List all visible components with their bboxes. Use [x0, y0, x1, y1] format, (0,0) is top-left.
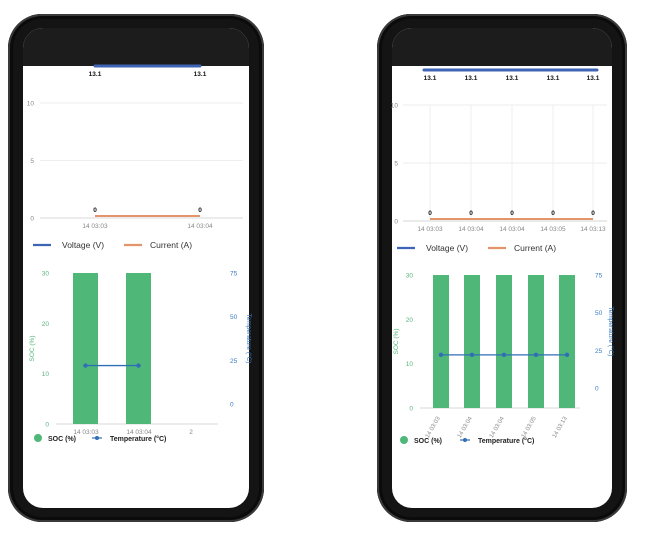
legend-label: Temperature (°C) [478, 437, 534, 445]
voltage-current-chart-right: 10 5 0 13.1 13.1 13.1 13.1 13.1 0 0 0 0 0 14 03:03 14 … [391, 68, 607, 253]
legend-line-dot-icon [95, 436, 99, 440]
voltage-data-label: 13.1 [89, 71, 102, 78]
temperature-point [564, 352, 570, 358]
soc-bar [559, 275, 575, 408]
y-tick-label: 10 [27, 101, 35, 108]
soc-bar [464, 275, 480, 408]
x-tick-label: 14 03:03 [82, 223, 108, 230]
x-tick-label: 14 03:04 [458, 226, 484, 233]
voltage-data-label: 13.1 [465, 75, 478, 82]
legend-circle-icon [34, 434, 42, 442]
y-tick-label: 10 [391, 103, 399, 110]
temperature-point [438, 352, 444, 358]
temperature-tick-label: 50 [230, 314, 238, 321]
current-data-label: 0 [469, 210, 473, 217]
phone-right [377, 14, 627, 522]
legend-label: Temperature (°C) [110, 435, 166, 443]
temperature-point [469, 352, 475, 358]
soc-bar [433, 275, 449, 408]
temperature-tick-label: 0 [230, 402, 234, 409]
soc-tick-label: 30 [406, 273, 414, 280]
legend-line-dot-icon [463, 438, 467, 442]
legend-label: Voltage (V) [426, 243, 468, 253]
legend-label: Voltage (V) [62, 240, 104, 250]
legend-label: SOC (%) [48, 436, 76, 443]
x-tick-label: 14 03:05 [540, 226, 566, 233]
y-tick-label: 0 [30, 216, 34, 223]
voltage-data-label: 13.1 [547, 75, 560, 82]
y-tick-label: 5 [30, 158, 34, 165]
soc-bar [528, 275, 544, 408]
x-tick-label: 14 03:04 [457, 415, 474, 439]
soc-axis-label: SOC (%) [29, 336, 36, 362]
x-tick-label: 14 03:03 [73, 429, 99, 436]
soc-tick-label: 10 [406, 361, 414, 368]
soc-tick-label: 30 [42, 271, 50, 278]
temperature-tick-label: 25 [595, 348, 603, 355]
x-tick-label: 14 03:03 [417, 226, 443, 233]
soc-bar [73, 273, 98, 424]
temperature-point [533, 352, 539, 358]
x-tick-label: 14 03:04 [489, 415, 506, 439]
voltage-data-label: 13.1 [424, 75, 437, 82]
x-tick-label: 14 03:04 [499, 226, 525, 233]
temperature-point [501, 352, 507, 358]
x-tick-label: 14 03:13 [552, 415, 569, 439]
y-tick-label: 0 [394, 219, 398, 226]
current-data-label: 0 [510, 210, 514, 217]
soc-tick-label: 20 [42, 321, 50, 328]
voltage-current-chart-left: 10 5 0 13.1 13.1 0 0 14 03:03 14 03:04 Voltage (V… [27, 64, 243, 250]
voltage-data-label: 13.1 [194, 71, 207, 78]
temperature-tick-label: 0 [595, 386, 599, 393]
soc-tick-label: 10 [42, 371, 50, 378]
temperature-tick-label: 25 [230, 358, 238, 365]
soc-tick-label: 0 [409, 406, 413, 413]
x-tick-label: 14 03:05 [521, 415, 538, 439]
soc-bar [496, 275, 512, 408]
legend-label: SOC (%) [414, 438, 442, 445]
x-tick-label: 14 03:13 [580, 226, 606, 233]
temperature-tick-label: 75 [595, 273, 603, 280]
soc-tick-label: 20 [406, 317, 414, 324]
voltage-data-label: 13.1 [506, 75, 519, 82]
current-data-label: 0 [93, 207, 97, 214]
temperature-tick-label: 50 [595, 310, 603, 317]
soc-tick-label: 0 [45, 422, 49, 429]
legend-label: Current (A) [150, 240, 192, 250]
legend-circle-icon [400, 436, 408, 444]
phone-screen-right [392, 28, 612, 508]
status-bar [23, 28, 249, 66]
legend-label: Current (A) [514, 243, 556, 253]
current-data-label: 0 [198, 207, 202, 214]
y-tick-label: 5 [394, 161, 398, 168]
temperature-point [83, 363, 88, 368]
current-data-label: 0 [591, 210, 595, 217]
phone-left [8, 14, 264, 522]
status-bar [392, 28, 612, 66]
x-tick-label: 2 [189, 429, 193, 436]
temperature-axis-label: Temperature (°C) [607, 307, 615, 357]
x-tick-label: 14 03:03 [425, 415, 442, 439]
x-tick-label: 14 03:04 [187, 223, 213, 230]
phone-screen-left [23, 28, 249, 508]
voltage-data-label: 13.1 [587, 75, 600, 82]
soc-bar [126, 273, 151, 424]
temperature-axis-label: Temperature (°C) [245, 314, 253, 364]
temperature-point [136, 363, 141, 368]
soc-axis-label: SOC (%) [393, 329, 400, 355]
current-data-label: 0 [428, 210, 432, 217]
x-tick-label: 14 03:04 [126, 429, 152, 436]
current-data-label: 0 [551, 210, 555, 217]
temperature-tick-label: 75 [230, 271, 238, 278]
